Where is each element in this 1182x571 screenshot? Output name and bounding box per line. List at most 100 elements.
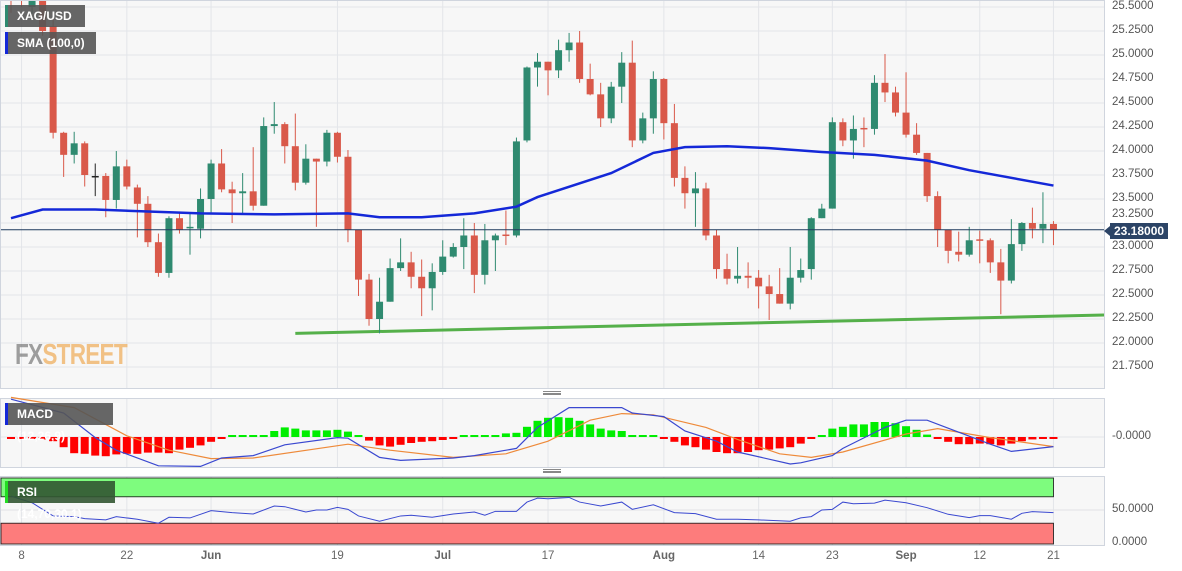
candle <box>70 131 78 164</box>
candle-body <box>1007 244 1015 281</box>
rsi-legend[interactable]: RSI (14,70,30,1) <box>5 481 115 521</box>
macd-histogram-bar <box>712 437 721 452</box>
macd-legend[interactable]: MACD (12,26,9) <box>5 403 113 443</box>
candle <box>860 117 868 148</box>
candle <box>997 248 1005 315</box>
candle <box>502 210 510 246</box>
candle <box>523 66 531 143</box>
macd-pane <box>0 398 1105 468</box>
candle-body <box>218 163 226 190</box>
candle-body <box>397 262 405 269</box>
symbol-label: XAG/USD <box>17 9 72 23</box>
candle <box>1049 221 1057 246</box>
candle-body <box>892 92 900 113</box>
macd-line <box>10 398 1054 468</box>
price-tick-label: 23.2500 <box>1112 208 1154 220</box>
candle-body <box>555 50 563 71</box>
candle-body <box>860 127 868 130</box>
candle-body <box>81 143 89 175</box>
candle <box>639 112 647 144</box>
candle <box>849 115 857 159</box>
macd-histogram-bar <box>838 426 847 437</box>
candle <box>460 218 468 270</box>
candle <box>555 39 563 79</box>
sma-legend[interactable]: SMA (100,0) <box>5 32 96 54</box>
candle <box>576 31 584 83</box>
candle <box>249 147 257 211</box>
macd-histogram-bar <box>880 422 889 437</box>
macd-histogram-bar <box>270 431 279 437</box>
candle <box>449 243 457 258</box>
macd-histogram-bar <box>923 434 932 437</box>
candle-body <box>312 158 320 162</box>
candle <box>302 144 310 185</box>
candle-body <box>302 158 310 183</box>
macd-histogram-bar <box>417 437 426 442</box>
candle <box>786 247 794 310</box>
candle <box>376 277 384 334</box>
candle-body <box>165 218 173 273</box>
macd-tick-label: -0.0000 <box>1112 430 1152 442</box>
candle <box>112 151 120 209</box>
candle-body <box>744 275 752 278</box>
macd-histogram-bar <box>891 423 900 437</box>
candle-body <box>481 240 489 275</box>
candle <box>681 166 689 209</box>
macd-histogram-bar <box>565 417 574 437</box>
candle <box>839 118 847 147</box>
candle <box>312 158 320 227</box>
macd-histogram-bar <box>1028 437 1037 440</box>
macd-pane-resize-handle[interactable] <box>543 391 561 395</box>
macd-histogram-bar <box>807 437 816 439</box>
macd-histogram-bar <box>459 435 468 437</box>
candle <box>892 86 900 117</box>
candle <box>397 238 405 271</box>
candle-body <box>449 247 457 257</box>
fxstreet-logo: FXSTREET <box>15 339 128 372</box>
macd-histogram-bar <box>91 437 100 456</box>
macd-histogram-bar <box>670 437 679 442</box>
date-tick-label: 17 <box>541 550 555 562</box>
macd-histogram-bar <box>207 437 216 442</box>
sma-color-strip <box>5 32 8 54</box>
candle <box>354 229 362 296</box>
symbol-legend[interactable]: XAG/USD <box>5 5 85 27</box>
candle-body <box>186 226 194 229</box>
candle <box>165 216 173 278</box>
macd-histogram-bar <box>628 435 637 437</box>
candle-body <box>849 128 857 141</box>
price-tick-label: 25.5000 <box>1112 0 1154 12</box>
rsi-pane-resize-handle[interactable] <box>543 469 561 473</box>
candle-body <box>365 279 373 319</box>
macd-histogram-bar <box>1049 437 1058 439</box>
price-tick-label: 24.2500 <box>1112 120 1154 132</box>
rsi-overbought-zone <box>0 477 1054 498</box>
macd-histogram-bar <box>765 437 774 450</box>
rsi-label: RSI (14,70,30,1) <box>17 485 82 521</box>
candle-body <box>776 294 784 304</box>
macd-histogram-bar <box>786 437 795 448</box>
macd-histogram-bar <box>954 437 963 445</box>
macd-histogram-bar <box>775 437 784 449</box>
date-tick-label: 12 <box>973 550 987 562</box>
macd-histogram-bar <box>396 437 405 445</box>
logo-street: STREET <box>42 339 127 371</box>
candle-body <box>818 208 826 219</box>
candle-body <box>786 277 794 304</box>
macd-histogram-bar <box>438 437 447 440</box>
candle-body <box>502 234 510 237</box>
candle-body <box>1049 223 1057 230</box>
candle <box>344 150 352 243</box>
candle-body <box>565 42 573 51</box>
price-tick-label: 22.5000 <box>1112 288 1154 300</box>
date-tick-label: 19 <box>331 550 344 562</box>
candle-body <box>734 275 742 279</box>
macd-histogram-bar <box>280 427 289 437</box>
candle-body <box>175 218 183 230</box>
candle-body <box>534 61 541 68</box>
rsi-oversold-zone <box>0 522 1054 545</box>
macd-histogram-bar <box>902 426 911 437</box>
candle-body <box>797 270 805 278</box>
date-tick-label: Jun <box>200 550 222 562</box>
